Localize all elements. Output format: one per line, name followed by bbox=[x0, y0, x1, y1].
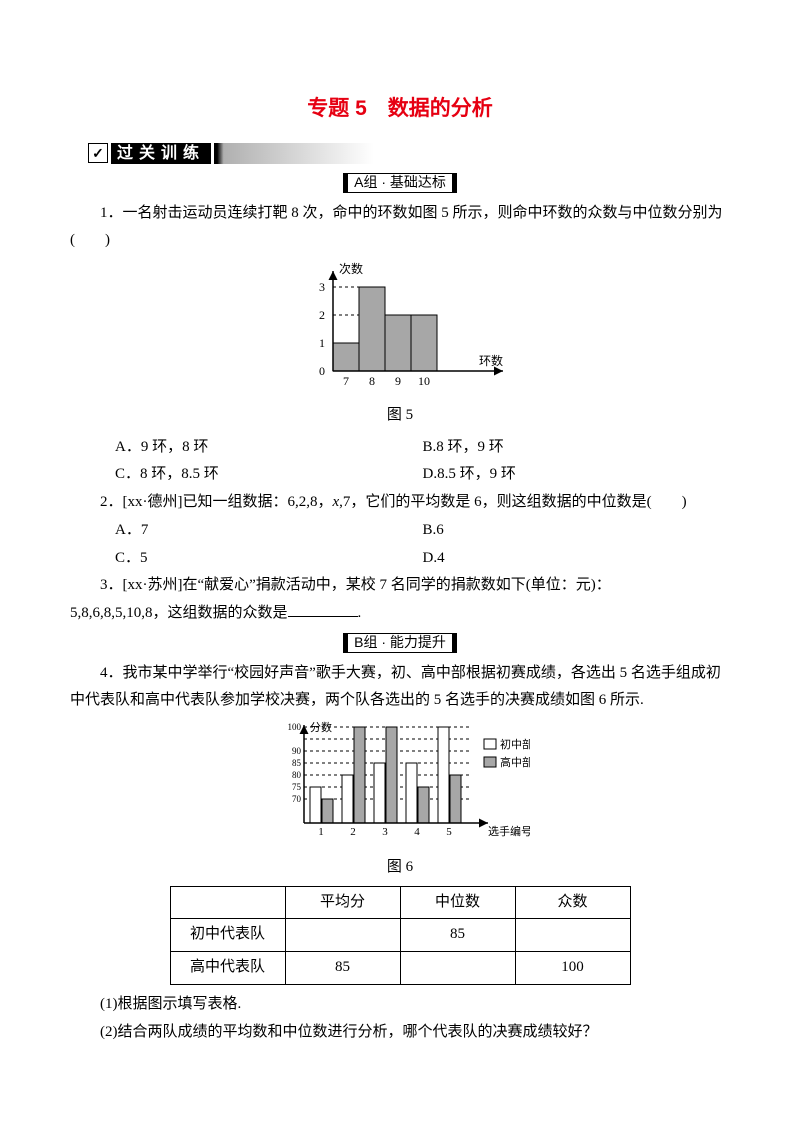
svg-text:高中部: 高中部 bbox=[500, 755, 530, 769]
svg-text:0: 0 bbox=[319, 364, 325, 378]
svg-text:90: 90 bbox=[292, 746, 302, 756]
svg-text:80: 80 bbox=[292, 770, 302, 780]
svg-text:1: 1 bbox=[319, 336, 325, 350]
svg-text:分数: 分数 bbox=[310, 721, 332, 734]
svg-text:75: 75 bbox=[292, 782, 302, 792]
q2-D: D.4 bbox=[423, 545, 731, 573]
q2-B: B.6 bbox=[423, 517, 731, 545]
q3-line2-before: 5,8,6,8,5,10,8，这组数据的众数是 bbox=[70, 605, 288, 621]
section-header: ✓ 过关训练 bbox=[88, 143, 730, 164]
page: 专题 5 数据的分析 ✓ 过关训练 A组 · 基础达标 1．一名射击运动员连续打… bbox=[0, 0, 800, 1132]
svg-text:3: 3 bbox=[319, 280, 325, 294]
svg-text:次数: 次数 bbox=[339, 261, 363, 276]
q2-A: A．7 bbox=[115, 517, 423, 545]
group-b-label: B组 · 能力提升 bbox=[343, 633, 457, 653]
table-header-row: 平均分 中位数 众数 bbox=[170, 886, 630, 919]
group-a-label: A组 · 基础达标 bbox=[343, 173, 457, 193]
q1-D: D.8.5 环，9 环 bbox=[423, 461, 731, 489]
fig5-caption: 图 5 bbox=[70, 402, 730, 430]
svg-text:2: 2 bbox=[350, 826, 356, 838]
td-r1c3: 100 bbox=[515, 952, 630, 985]
svg-text:5: 5 bbox=[446, 826, 452, 838]
th-3: 众数 bbox=[515, 886, 630, 919]
svg-text:4: 4 bbox=[414, 826, 420, 838]
svg-text:70: 70 bbox=[292, 794, 302, 804]
q2-C: C．5 bbox=[115, 545, 423, 573]
table-row: 高中代表队 85 100 bbox=[170, 952, 630, 985]
q3-line1: 3．[xx·苏州]在“献爱心”捐款活动中，某校 7 名同学的捐款数如下(单位：元… bbox=[70, 572, 730, 600]
checkmark-icon: ✓ bbox=[88, 143, 108, 163]
q2-before: 2．[xx·德州]已知一组数据：6,2,8， bbox=[100, 494, 333, 510]
q1-answers: A．9 环，8 环 B.8 环，9 环 C．8 环，8.5 环 D.8.5 环，… bbox=[70, 434, 730, 490]
svg-text:初中部: 初中部 bbox=[500, 737, 530, 751]
th-0 bbox=[170, 886, 285, 919]
td-r0c2: 85 bbox=[400, 919, 515, 952]
group-b-wrap: B组 · 能力提升 bbox=[70, 630, 730, 658]
svg-text:8: 8 bbox=[369, 374, 375, 388]
q1-text: 1．一名射击运动员连续打靶 8 次，命中的环数如图 5 所示，则命中环数的众数与… bbox=[70, 200, 730, 256]
q4-sub1: (1)根据图示填写表格. bbox=[70, 991, 730, 1019]
q1-A: A．9 环，8 环 bbox=[115, 434, 423, 462]
page-title: 专题 5 数据的分析 bbox=[70, 90, 730, 129]
section-header-label: 过关训练 bbox=[111, 143, 211, 164]
td-r0c3 bbox=[515, 919, 630, 952]
th-1: 平均分 bbox=[285, 886, 400, 919]
q3-line2-after: . bbox=[358, 605, 362, 621]
svg-text:选手编号: 选手编号 bbox=[488, 824, 530, 838]
group-a-wrap: A组 · 基础达标 bbox=[70, 170, 730, 198]
svg-text:7: 7 bbox=[343, 374, 349, 388]
svg-text:10: 10 bbox=[418, 374, 430, 388]
q1-C: C．8 环，8.5 环 bbox=[115, 461, 423, 489]
fig6-caption: 图 6 bbox=[70, 854, 730, 882]
td-r1c2 bbox=[400, 952, 515, 985]
section-header-tail bbox=[214, 143, 374, 164]
svg-text:85: 85 bbox=[292, 758, 302, 768]
q2-text: 2．[xx·德州]已知一组数据：6,2,8，x,7，它们的平均数是 6，则这组数… bbox=[70, 489, 730, 517]
td-r1c0: 高中代表队 bbox=[170, 952, 285, 985]
svg-text:1: 1 bbox=[318, 826, 324, 838]
td-r1c1: 85 bbox=[285, 952, 400, 985]
q4-sub2: (2)结合两队成绩的平均数和中位数进行分析，哪个代表队的决赛成绩较好？ bbox=[70, 1019, 730, 1047]
svg-text:100: 100 bbox=[288, 722, 302, 732]
q4-table: 平均分 中位数 众数 初中代表队 85 高中代表队 85 100 bbox=[170, 886, 631, 985]
q3-line2: 5,8,6,8,5,10,8，这组数据的众数是. bbox=[70, 600, 730, 628]
svg-text:9: 9 bbox=[395, 374, 401, 388]
svg-text:环数: 环数 bbox=[479, 353, 503, 368]
q1-B: B.8 环，9 环 bbox=[423, 434, 731, 462]
th-2: 中位数 bbox=[400, 886, 515, 919]
fig6-chart: 70 75 80 85 90 100 1 2 3 4 5 分数选手编号 初中部高中部 bbox=[270, 721, 530, 843]
q3-blank bbox=[288, 616, 358, 617]
q4-text: 4．我市某中学举行“校园好声音”歌手大赛，初、高中部根据初赛成绩，各选出 5 名… bbox=[70, 660, 730, 716]
td-r0c1 bbox=[285, 919, 400, 952]
svg-text:3: 3 bbox=[382, 826, 388, 838]
svg-text:2: 2 bbox=[319, 308, 325, 322]
fig5-wrap: 0 1 2 3 7 8 9 10 次数环数 bbox=[70, 261, 730, 402]
td-r0c0: 初中代表队 bbox=[170, 919, 285, 952]
table-row: 初中代表队 85 bbox=[170, 919, 630, 952]
fig5-chart: 0 1 2 3 7 8 9 10 次数环数 bbox=[285, 261, 515, 391]
q2-after: ,7，它们的平均数是 6，则这组数据的中位数是( ) bbox=[339, 494, 687, 510]
q2-answers: A．7 B.6 C．5 D.4 bbox=[70, 517, 730, 573]
fig6-wrap: 70 75 80 85 90 100 1 2 3 4 5 分数选手编号 初中部高中部 bbox=[70, 721, 730, 854]
